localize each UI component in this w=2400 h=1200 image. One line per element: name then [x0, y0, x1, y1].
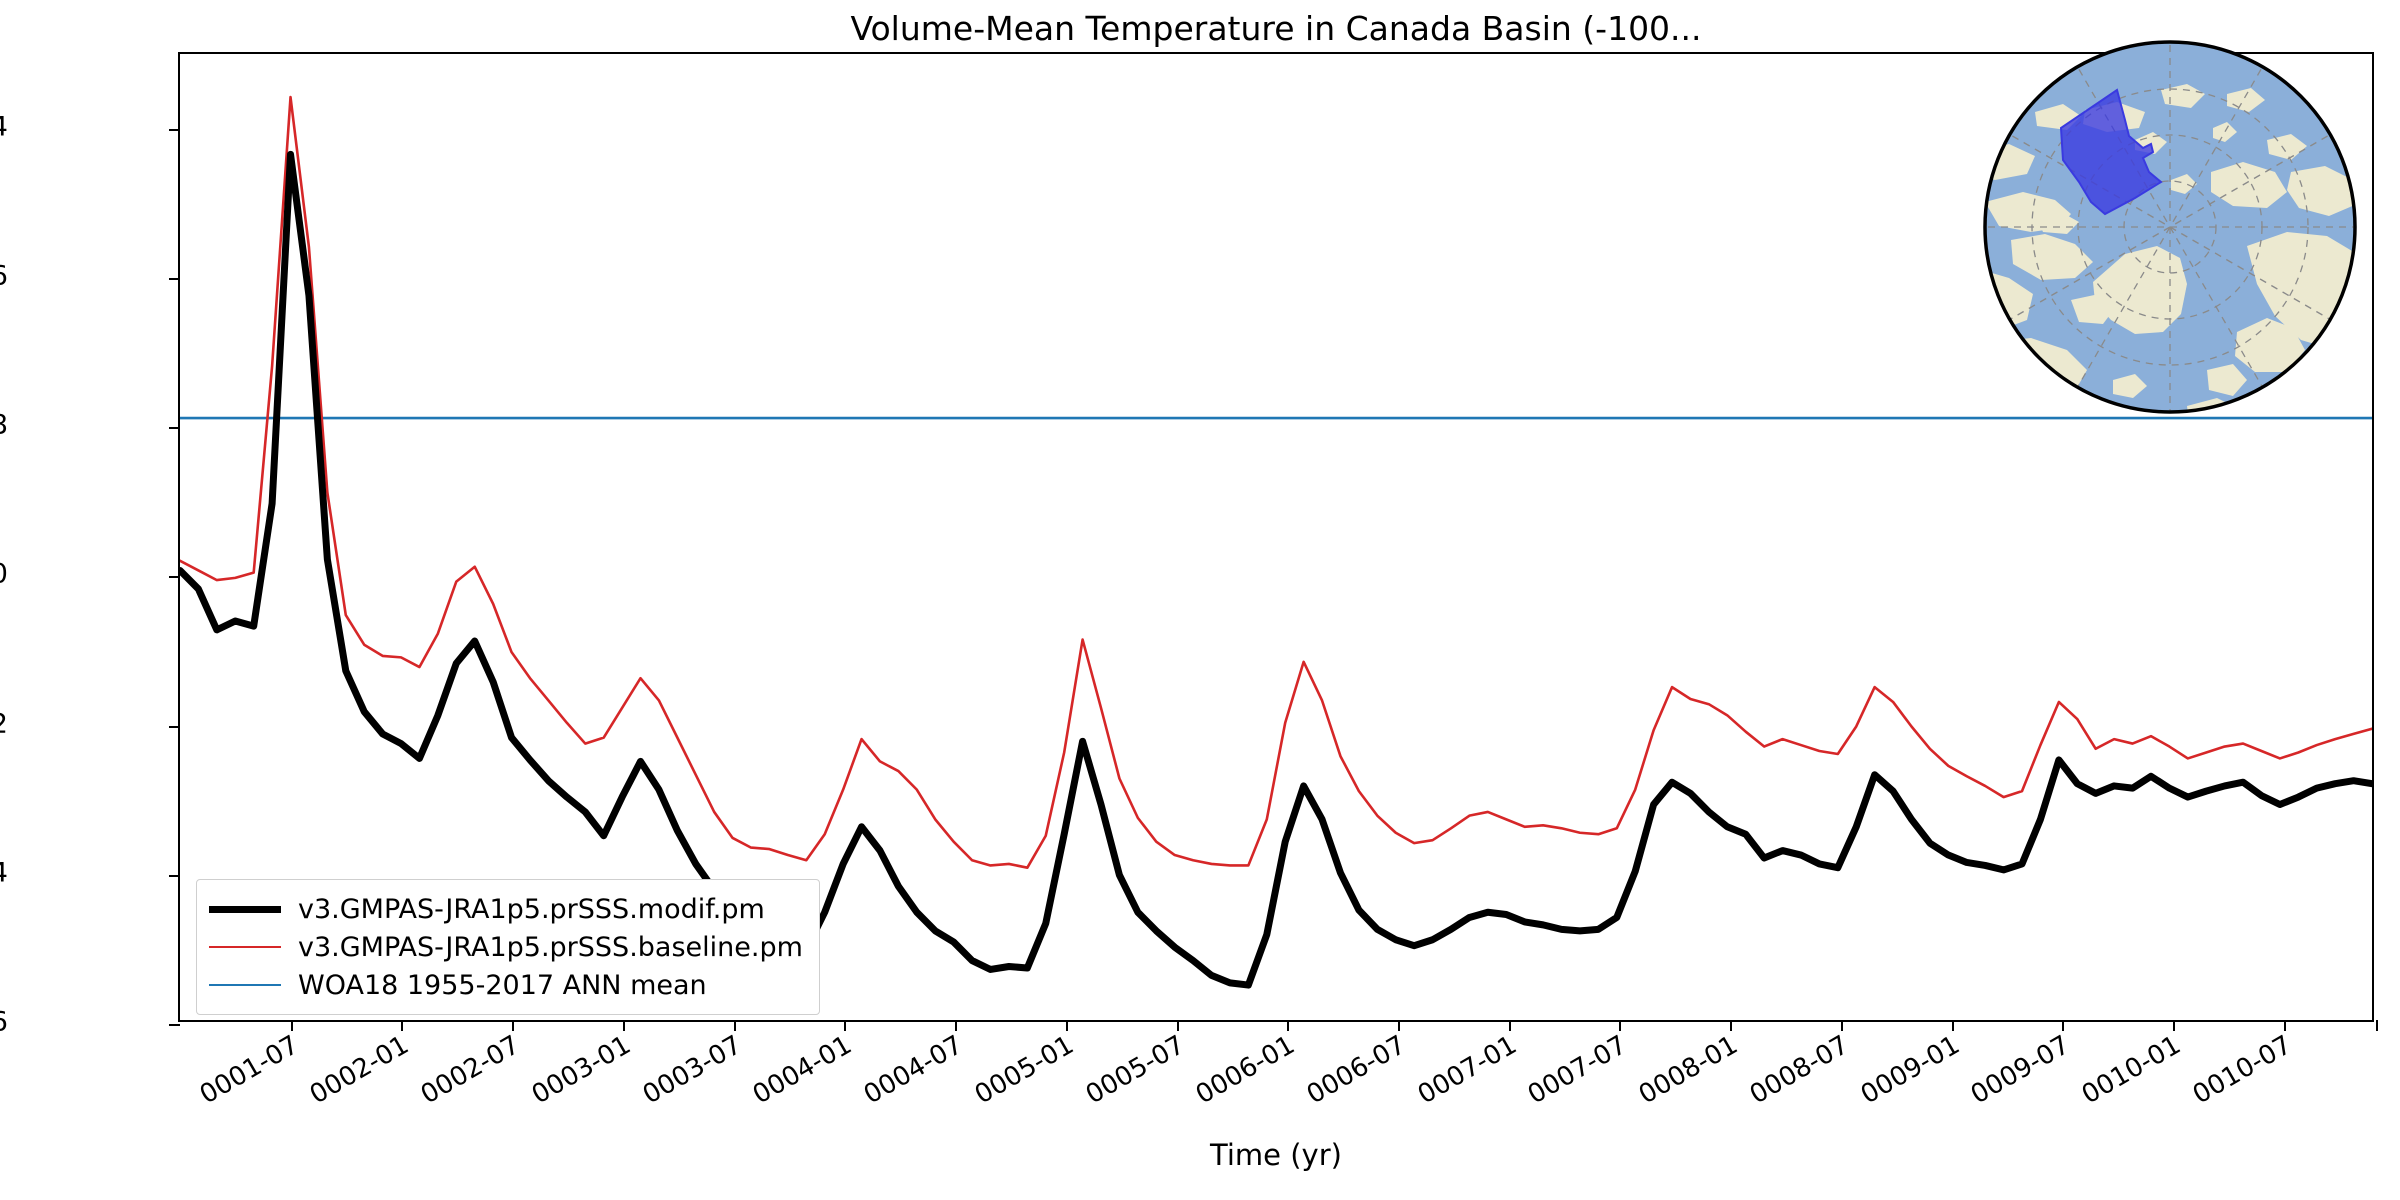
plot-svg — [180, 54, 2372, 1020]
series-line — [180, 154, 2372, 985]
graticule-lines — [1985, 42, 2355, 412]
y-tick-mark — [169, 874, 180, 877]
x-tick-mark — [1176, 1020, 1179, 1031]
x-tick-mark — [1397, 1020, 1400, 1031]
legend-label: v3.GMPAS-JRA1p5.prSSS.baseline.pm — [298, 931, 803, 963]
x-tick-mark — [2376, 1020, 2378, 1031]
legend-item[interactable]: v3.GMPAS-JRA1p5.prSSS.modif.pm — [209, 890, 803, 928]
y-tick-label: −0.08 — [0, 412, 8, 439]
line-swatch-black — [209, 905, 281, 913]
highlighted-region — [2059, 88, 2163, 216]
x-tick-mark — [622, 1020, 625, 1031]
y-tick-label: −0.06 — [0, 262, 8, 289]
x-tick-mark — [2283, 1020, 2286, 1031]
x-tick-mark — [1840, 1020, 1843, 1031]
x-tick-mark — [955, 1020, 958, 1031]
y-tick-label: −0.04 — [0, 113, 8, 140]
data-series-group — [180, 97, 2372, 985]
locator-map-svg — [1983, 40, 2357, 414]
x-tick-mark — [1951, 1020, 1954, 1031]
x-tick-mark — [1619, 1020, 1622, 1031]
legend-item[interactable]: WOA18 1955-2017 ANN mean — [209, 966, 803, 1004]
globe-outline — [1983, 40, 2357, 414]
meridian-line — [2000, 128, 2340, 326]
x-tick-mark — [1065, 1020, 1068, 1031]
legend-label: v3.GMPAS-JRA1p5.prSSS.modif.pm — [298, 893, 765, 925]
y-tick-label: −0.12 — [0, 710, 8, 737]
series-line — [180, 97, 2372, 868]
line-swatch-blue — [209, 984, 281, 986]
x-tick-mark — [290, 1020, 293, 1031]
canada-basin-locator-map — [1975, 32, 2365, 422]
y-tick-label: −0.14 — [0, 859, 8, 886]
chart-title: Volume-Mean Temperature in Canada Basin … — [850, 9, 1702, 48]
y-tick-label: −0.10 — [0, 561, 8, 588]
chart-legend[interactable]: v3.GMPAS-JRA1p5.prSSS.modif.pm v3.GMPAS-J… — [196, 879, 820, 1015]
x-tick-mark — [2173, 1020, 2175, 1031]
x-tick-mark — [1730, 1020, 1733, 1031]
y-tick-mark — [169, 1024, 180, 1026]
x-tick-mark — [844, 1020, 847, 1031]
x-tick-mark — [1508, 1020, 1511, 1031]
y-tick-mark — [169, 576, 180, 579]
y-tick-mark — [169, 725, 180, 728]
x-tick-mark — [1287, 1020, 1290, 1031]
x-tick-mark — [512, 1020, 515, 1031]
plot-area — [169, 52, 2378, 1031]
x-tick-mark — [401, 1020, 404, 1031]
y-tick-mark — [169, 427, 180, 430]
legend-item[interactable]: v3.GMPAS-JRA1p5.prSSS.baseline.pm — [209, 928, 803, 966]
y-tick-mark — [169, 277, 180, 280]
y-tick-mark — [169, 128, 180, 131]
y-tick-label: −0.16 — [0, 1009, 8, 1036]
legend-label: WOA18 1955-2017 ANN mean — [298, 969, 707, 1001]
x-axis-label: Time (yr) — [1210, 1138, 1342, 1172]
x-tick-mark — [2062, 1020, 2065, 1031]
line-swatch-red — [209, 946, 281, 948]
x-tick-mark — [733, 1020, 736, 1031]
